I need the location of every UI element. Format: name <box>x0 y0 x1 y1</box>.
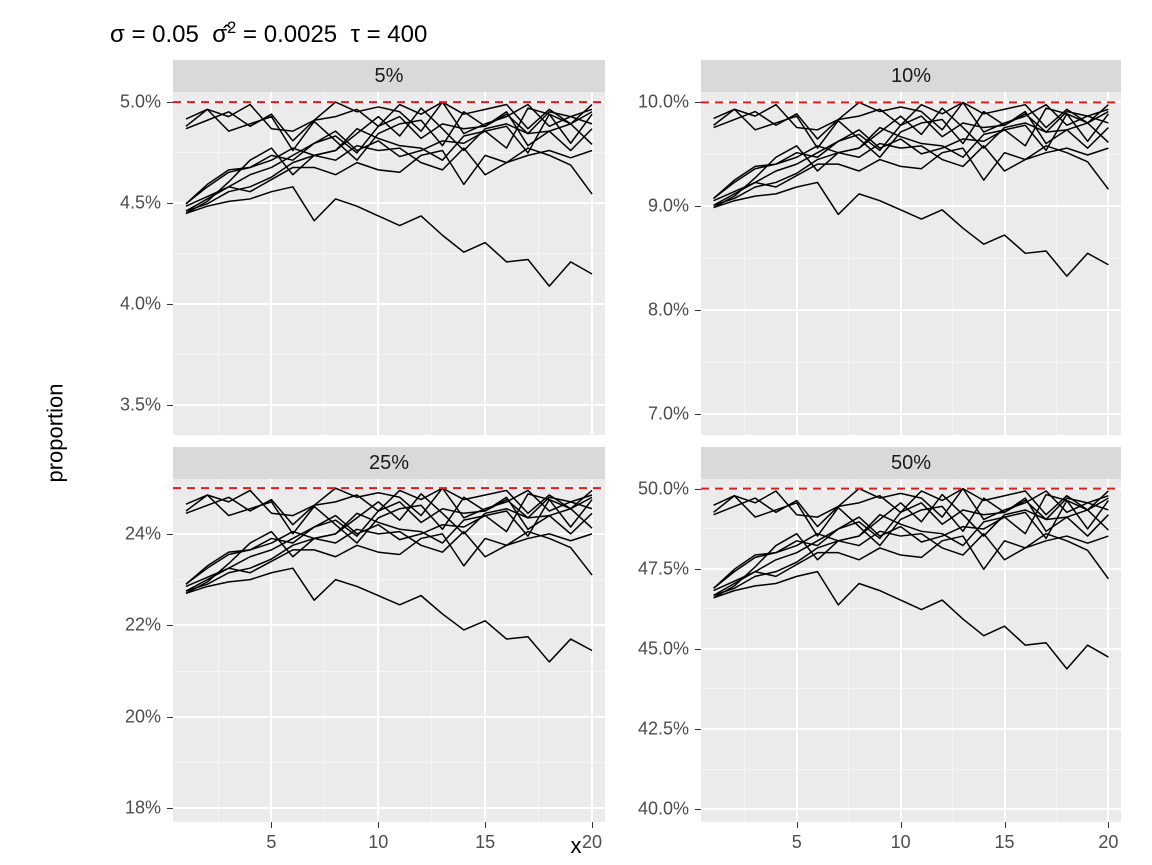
plot-panel <box>173 479 605 822</box>
y-tick-label: 24% <box>105 523 161 544</box>
series-line <box>186 495 592 543</box>
x-tick-label: 15 <box>475 832 495 853</box>
y-tick-label: 47.5% <box>621 558 689 579</box>
y-tick-label: 8.0% <box>621 300 689 321</box>
series-line <box>714 109 1109 157</box>
y-tick-label: 9.0% <box>621 196 689 217</box>
series-line <box>714 146 1109 205</box>
facet-panel: 25%18%20%22%24%5101520 <box>105 447 605 822</box>
x-tick-label: 20 <box>582 832 602 853</box>
series-line <box>186 148 592 211</box>
x-tick-label: 15 <box>994 832 1014 853</box>
y-tick-label: 3.5% <box>105 394 161 415</box>
y-axis-label: proportion <box>43 383 69 482</box>
series-line <box>714 572 1109 669</box>
facet-strip-label: 5% <box>173 60 605 92</box>
facet-panel: 5% 3.5% 4.0% 4.5% 5.0% <box>105 60 605 435</box>
y-tick-label: 4.0% <box>105 293 161 314</box>
y-tick-label: 50.0% <box>621 478 689 499</box>
plot-panel <box>701 479 1121 822</box>
series-lines <box>701 479 1121 822</box>
series-line <box>714 496 1109 546</box>
series-line <box>714 108 1109 198</box>
facet-strip-label: 25% <box>173 447 605 479</box>
series-line <box>714 144 1109 206</box>
facet-strip-label: 50% <box>701 447 1121 479</box>
series-line <box>186 532 592 591</box>
series-line <box>186 187 592 286</box>
y-tick-label: 20% <box>105 706 161 727</box>
figure-root: { "figure_size_px": [1152, 865], "title_… <box>0 0 1152 865</box>
x-axis-label: x <box>0 833 1152 859</box>
x-tick-label: 10 <box>891 832 911 853</box>
series-line <box>186 529 592 591</box>
facet-strip-label: 10% <box>701 60 1121 92</box>
facet-panel: 50%40.0%42.5%45.0%47.5%50.0%5101520 <box>621 447 1121 822</box>
y-tick-label: 4.5% <box>105 192 161 213</box>
x-tick-label: 5 <box>266 832 276 853</box>
y-tick-label: 7.0% <box>621 404 689 425</box>
y-tick-label: 5.0% <box>105 92 161 113</box>
series-line <box>186 146 592 211</box>
facet-panel: 10% 7.0% 8.0% 9.0% 10.0% <box>621 60 1121 435</box>
series-line <box>714 534 1109 596</box>
series-line <box>714 531 1109 595</box>
plot-panel <box>701 92 1121 435</box>
y-tick-label: 10.0% <box>621 92 689 113</box>
y-tick-label: 45.0% <box>621 638 689 659</box>
figure-title: σ = 0.05 σ̂2 = 0.0025 τ = 400 <box>110 18 427 49</box>
series-line <box>714 182 1109 276</box>
x-tick-label: 20 <box>1098 832 1118 853</box>
plot-panel <box>173 92 605 435</box>
x-tick-label: 5 <box>792 832 802 853</box>
series-lines <box>173 92 605 435</box>
y-tick-label: 42.5% <box>621 719 689 740</box>
y-tick-label: 22% <box>105 615 161 636</box>
series-lines <box>701 92 1121 435</box>
y-tick-label: 18% <box>105 798 161 819</box>
y-tick-label: 40.0% <box>621 799 689 820</box>
x-tick-label: 10 <box>368 832 388 853</box>
series-line <box>714 495 1109 589</box>
series-line <box>186 568 592 662</box>
series-line <box>186 109 592 160</box>
series-line <box>186 108 592 204</box>
series-lines <box>173 479 605 822</box>
series-line <box>186 494 592 584</box>
